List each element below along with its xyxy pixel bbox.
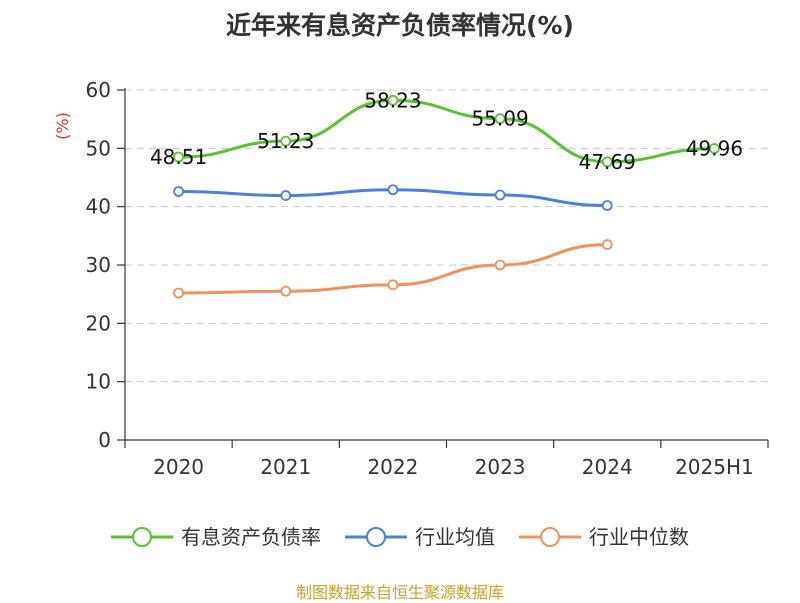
y-tick-label: 30 — [86, 253, 111, 277]
x-tick-label: 2024 — [582, 455, 633, 479]
legend-label: 有息资产负债率 — [181, 525, 321, 549]
data-point — [173, 151, 184, 163]
y-tick-label: 10 — [86, 370, 111, 394]
data-label: 58.23 — [364, 88, 421, 112]
data-point — [387, 184, 399, 196]
source-note: 制图数据来自恒生聚源数据库 — [295, 583, 504, 602]
x-tick-label: 2025H1 — [675, 455, 754, 479]
data-point — [387, 279, 399, 291]
legend-marker — [539, 527, 560, 547]
data-point — [601, 156, 613, 168]
x-tick-label: 2023 — [475, 455, 526, 479]
legend-marker — [132, 527, 153, 547]
y-tick-label: 40 — [86, 195, 111, 219]
data-point — [494, 113, 506, 125]
y-axis-unit-label: (%) — [53, 112, 72, 140]
data-point — [601, 239, 613, 250]
data-labels: 48.51 51.23 58.23 55.09 47.69 49.96 — [150, 88, 743, 173]
x-tick-labels: 2020 2021 2022 2023 2024 2025H1 — [153, 455, 754, 479]
data-point — [280, 190, 292, 201]
x-tick-label: 2021 — [260, 455, 311, 479]
x-tick-label: 2022 — [367, 455, 418, 479]
axes — [117, 88, 769, 448]
legend-marker — [366, 527, 386, 547]
y-tick-label: 0 — [98, 428, 111, 452]
data-point — [280, 135, 292, 147]
chart-title: 近年来有息资产负债率情况(%) — [226, 11, 574, 40]
data-point — [601, 200, 613, 211]
data-point — [494, 189, 506, 201]
data-point — [173, 186, 184, 197]
data-point — [709, 143, 720, 154]
y-tick-label: 50 — [86, 136, 111, 160]
legend-label: 行业均值 — [415, 525, 495, 549]
y-tick-label: 60 — [86, 78, 111, 102]
data-point — [387, 94, 399, 106]
y-tick-label: 20 — [86, 311, 111, 335]
y-tick-labels: 0 10 20 30 40 50 60 — [86, 78, 111, 452]
data-label: 48.51 — [150, 145, 207, 169]
data-label: 49.96 — [686, 137, 743, 161]
data-label: 55.09 — [471, 107, 528, 131]
data-point — [280, 285, 292, 297]
data-label: 51.23 — [257, 129, 314, 153]
series-lines — [173, 94, 720, 299]
legend: 有息资产负债率 行业均值 行业中位数 — [111, 525, 689, 549]
x-tick-label: 2020 — [153, 455, 204, 479]
data-label: 47.69 — [579, 150, 636, 174]
grid-lines — [125, 89, 768, 383]
data-point — [173, 287, 184, 299]
legend-label: 行业中位数 — [589, 525, 689, 549]
data-point — [494, 259, 506, 271]
